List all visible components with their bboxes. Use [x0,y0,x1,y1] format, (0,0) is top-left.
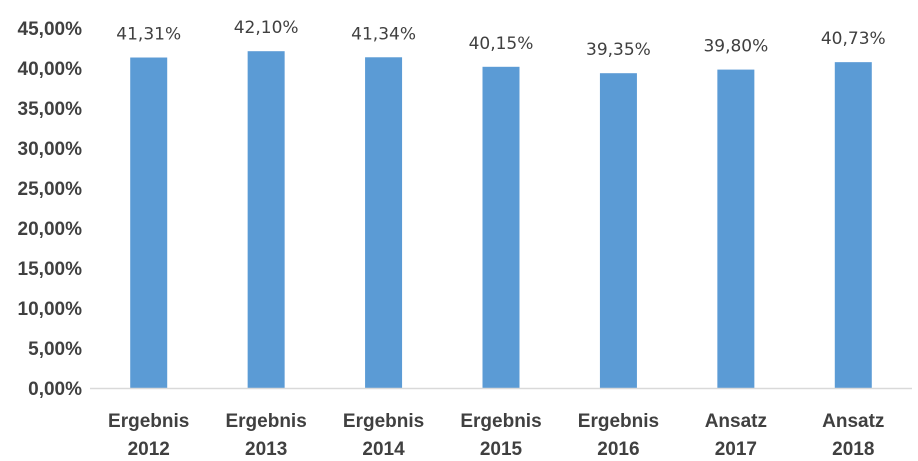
y-tick-label: 0,00% [28,379,82,400]
data-label: 39,80% [703,37,768,57]
data-label: 40,15% [469,34,534,54]
y-tick-label: 30,00% [18,139,83,160]
bar [482,66,520,389]
x-tick-label: 2016 [597,439,639,460]
data-label: 39,35% [586,40,651,60]
x-tick-label: 2018 [832,439,874,460]
y-tick-label: 40,00% [18,59,83,80]
x-tick-label: 2015 [480,439,523,460]
bar [599,73,637,388]
data-label: 41,31% [116,25,181,45]
data-label: 42,10% [234,18,299,38]
data-label: 41,34% [351,24,416,44]
y-tick-label: 25,00% [18,179,83,200]
x-tick-label: Ergebnis [225,411,306,432]
y-tick-label: 15,00% [18,259,83,280]
bar [834,62,872,388]
bar [247,51,285,388]
x-tick-label: Ergebnis [578,411,659,432]
x-tick-label: 2013 [245,439,287,460]
y-tick-label: 35,00% [18,99,83,120]
x-tick-label: 2014 [362,439,405,460]
bar [365,57,403,388]
x-tick-label: Ergebnis [460,411,541,432]
x-tick-label: 2012 [128,439,170,460]
x-tick-label: 2017 [715,439,757,460]
y-tick-label: 10,00% [18,299,83,320]
x-tick-label: Ergebnis [108,411,189,432]
x-tick-label: Ergebnis [343,411,424,432]
x-tick-label: Ansatz [705,411,767,432]
y-tick-label: 20,00% [18,219,83,240]
bar [130,57,168,389]
data-label: 40,73% [821,29,886,49]
x-tick-label: Ansatz [822,411,884,432]
y-tick-label: 5,00% [28,339,82,360]
y-tick-label: 45,00% [18,19,83,40]
bar [717,69,755,388]
